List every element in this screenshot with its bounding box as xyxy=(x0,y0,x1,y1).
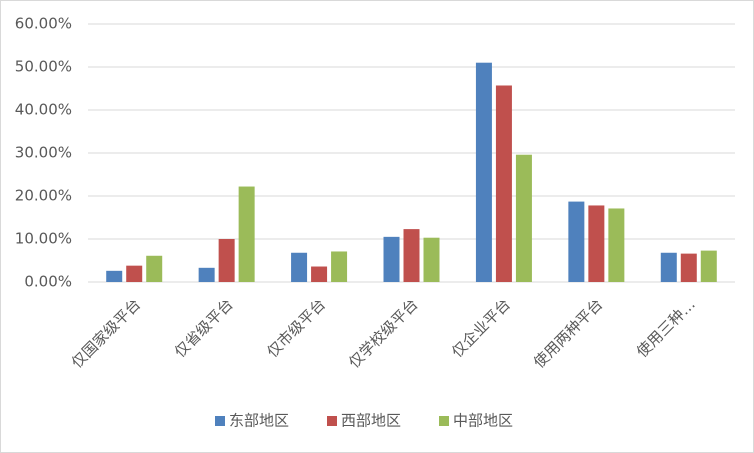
legend-swatch xyxy=(327,416,337,426)
bar xyxy=(146,255,163,282)
legend-swatch xyxy=(215,416,225,426)
bar xyxy=(383,236,400,282)
bar xyxy=(198,267,215,282)
bar xyxy=(403,229,420,282)
bar xyxy=(515,154,532,282)
bar xyxy=(106,270,123,282)
bar xyxy=(475,62,492,283)
y-tick-label: 60.00% xyxy=(15,15,72,33)
y-tick-label: 10.00% xyxy=(15,230,72,248)
bar xyxy=(680,253,697,282)
y-tick-label: 40.00% xyxy=(15,101,72,119)
legend-label: 东部地区 xyxy=(229,412,289,430)
legend-label: 西部地区 xyxy=(341,412,401,430)
bar xyxy=(588,205,605,282)
bar xyxy=(423,237,440,282)
bar xyxy=(568,201,585,282)
bar xyxy=(660,252,677,282)
y-tick-label: 20.00% xyxy=(15,187,72,205)
bar xyxy=(331,251,348,282)
bar xyxy=(238,186,255,282)
bar xyxy=(126,265,143,282)
bar xyxy=(495,85,512,283)
bar xyxy=(700,250,717,282)
bar xyxy=(608,208,625,282)
legend-label: 中部地区 xyxy=(453,412,513,430)
y-tick-label: 50.00% xyxy=(15,58,72,76)
bar xyxy=(218,239,235,282)
y-tick-label: 0.00% xyxy=(24,273,72,291)
legend-swatch xyxy=(439,416,449,426)
bar xyxy=(291,252,308,282)
y-tick-label: 30.00% xyxy=(15,144,72,162)
bar xyxy=(311,266,328,282)
